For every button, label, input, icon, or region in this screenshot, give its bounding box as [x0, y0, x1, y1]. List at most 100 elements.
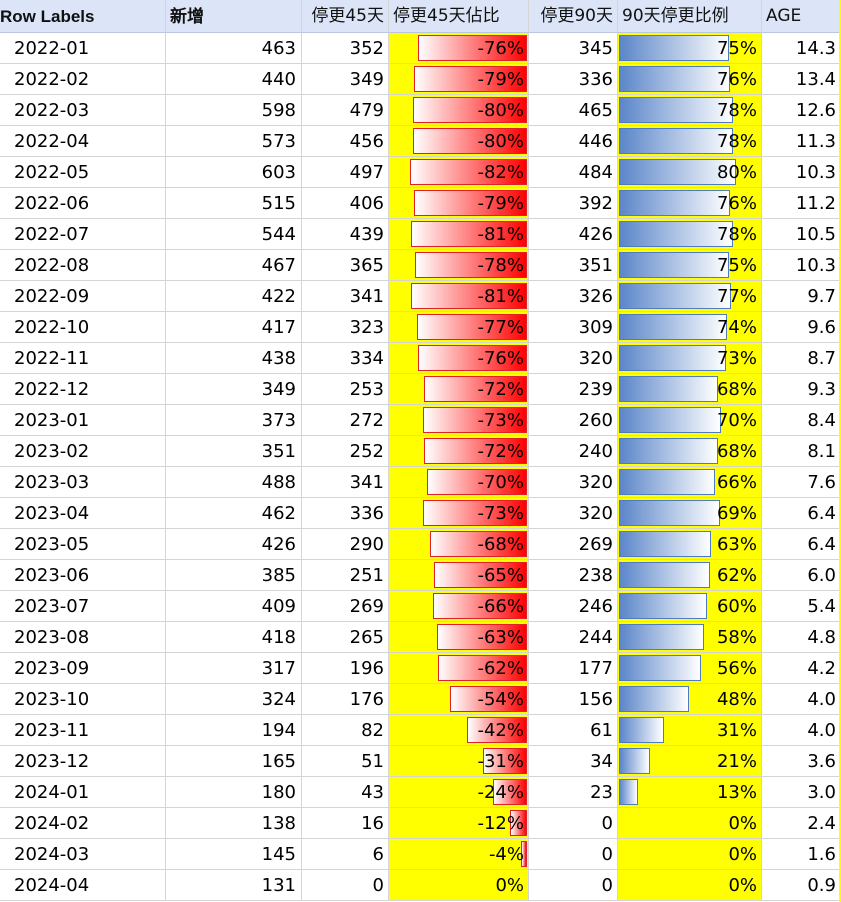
stop45-cell[interactable]: 290: [302, 529, 389, 560]
stop45-cell[interactable]: 269: [302, 591, 389, 622]
age-cell[interactable]: 0.9: [762, 870, 841, 901]
new-cell[interactable]: 145: [166, 839, 302, 870]
new-cell[interactable]: 488: [166, 467, 302, 498]
row-label-cell[interactable]: 2023-10: [0, 684, 166, 715]
age-cell[interactable]: 10.3: [762, 157, 841, 188]
row-label-cell[interactable]: 2024-03: [0, 839, 166, 870]
ratio45-cell[interactable]: 0%: [389, 870, 529, 901]
row-label-cell[interactable]: 2022-02: [0, 64, 166, 95]
ratio90-cell[interactable]: 0%: [618, 870, 762, 901]
ratio45-cell[interactable]: -76%: [389, 33, 529, 64]
stop45-cell[interactable]: 51: [302, 746, 389, 777]
age-cell[interactable]: 8.7: [762, 343, 841, 374]
stop45-cell[interactable]: 272: [302, 405, 389, 436]
age-cell[interactable]: 9.3: [762, 374, 841, 405]
header-row-labels[interactable]: Row Labels: [0, 0, 166, 33]
row-label-cell[interactable]: 2024-01: [0, 777, 166, 808]
stop45-cell[interactable]: 251: [302, 560, 389, 591]
ratio90-cell[interactable]: 73%: [618, 343, 762, 374]
stop90-cell[interactable]: 238: [529, 560, 618, 591]
ratio45-cell[interactable]: -81%: [389, 281, 529, 312]
ratio90-cell[interactable]: 62%: [618, 560, 762, 591]
new-cell[interactable]: 426: [166, 529, 302, 560]
row-label-cell[interactable]: 2022-01: [0, 33, 166, 64]
stop90-cell[interactable]: 320: [529, 343, 618, 374]
stop90-cell[interactable]: 240: [529, 436, 618, 467]
stop45-cell[interactable]: 439: [302, 219, 389, 250]
row-label-cell[interactable]: 2023-03: [0, 467, 166, 498]
header-ratio90[interactable]: 90天停更比例: [618, 0, 762, 33]
new-cell[interactable]: 409: [166, 591, 302, 622]
new-cell[interactable]: 573: [166, 126, 302, 157]
ratio45-cell[interactable]: -73%: [389, 405, 529, 436]
ratio90-cell[interactable]: 68%: [618, 374, 762, 405]
new-cell[interactable]: 467: [166, 250, 302, 281]
ratio45-cell[interactable]: -12%: [389, 808, 529, 839]
header-new[interactable]: 新增: [166, 0, 302, 33]
ratio45-cell[interactable]: -78%: [389, 250, 529, 281]
row-label-cell[interactable]: 2022-09: [0, 281, 166, 312]
row-label-cell[interactable]: 2024-02: [0, 808, 166, 839]
stop90-cell[interactable]: 0: [529, 808, 618, 839]
ratio45-cell[interactable]: -65%: [389, 560, 529, 591]
stop90-cell[interactable]: 0: [529, 870, 618, 901]
stop90-cell[interactable]: 246: [529, 591, 618, 622]
new-cell[interactable]: 324: [166, 684, 302, 715]
age-cell[interactable]: 4.2: [762, 653, 841, 684]
stop45-cell[interactable]: 349: [302, 64, 389, 95]
new-cell[interactable]: 385: [166, 560, 302, 591]
age-cell[interactable]: 13.4: [762, 64, 841, 95]
age-cell[interactable]: 3.6: [762, 746, 841, 777]
stop90-cell[interactable]: 320: [529, 498, 618, 529]
stop45-cell[interactable]: 82: [302, 715, 389, 746]
age-cell[interactable]: 10.5: [762, 219, 841, 250]
new-cell[interactable]: 131: [166, 870, 302, 901]
stop45-cell[interactable]: 334: [302, 343, 389, 374]
ratio90-cell[interactable]: 21%: [618, 746, 762, 777]
age-cell[interactable]: 9.7: [762, 281, 841, 312]
stop90-cell[interactable]: 345: [529, 33, 618, 64]
ratio90-cell[interactable]: 56%: [618, 653, 762, 684]
header-stop45[interactable]: 停更45天: [302, 0, 389, 33]
ratio45-cell[interactable]: -79%: [389, 188, 529, 219]
age-cell[interactable]: 5.4: [762, 591, 841, 622]
stop45-cell[interactable]: 497: [302, 157, 389, 188]
row-label-cell[interactable]: 2023-08: [0, 622, 166, 653]
stop90-cell[interactable]: 392: [529, 188, 618, 219]
stop90-cell[interactable]: 465: [529, 95, 618, 126]
age-cell[interactable]: 14.3: [762, 33, 841, 64]
new-cell[interactable]: 438: [166, 343, 302, 374]
row-label-cell[interactable]: 2022-10: [0, 312, 166, 343]
stop45-cell[interactable]: 341: [302, 281, 389, 312]
ratio45-cell[interactable]: -54%: [389, 684, 529, 715]
row-label-cell[interactable]: 2022-05: [0, 157, 166, 188]
stop90-cell[interactable]: 326: [529, 281, 618, 312]
stop90-cell[interactable]: 309: [529, 312, 618, 343]
row-label-cell[interactable]: 2022-11: [0, 343, 166, 374]
stop45-cell[interactable]: 6: [302, 839, 389, 870]
ratio45-cell[interactable]: -81%: [389, 219, 529, 250]
age-cell[interactable]: 6.4: [762, 529, 841, 560]
ratio45-cell[interactable]: -68%: [389, 529, 529, 560]
ratio45-cell[interactable]: -62%: [389, 653, 529, 684]
stop45-cell[interactable]: 456: [302, 126, 389, 157]
stop45-cell[interactable]: 252: [302, 436, 389, 467]
ratio90-cell[interactable]: 68%: [618, 436, 762, 467]
age-cell[interactable]: 11.3: [762, 126, 841, 157]
row-label-cell[interactable]: 2023-11: [0, 715, 166, 746]
ratio45-cell[interactable]: -77%: [389, 312, 529, 343]
stop45-cell[interactable]: 336: [302, 498, 389, 529]
ratio45-cell[interactable]: -24%: [389, 777, 529, 808]
age-cell[interactable]: 6.4: [762, 498, 841, 529]
new-cell[interactable]: 165: [166, 746, 302, 777]
ratio90-cell[interactable]: 31%: [618, 715, 762, 746]
ratio90-cell[interactable]: 70%: [618, 405, 762, 436]
ratio90-cell[interactable]: 66%: [618, 467, 762, 498]
ratio90-cell[interactable]: 80%: [618, 157, 762, 188]
new-cell[interactable]: 515: [166, 188, 302, 219]
age-cell[interactable]: 2.4: [762, 808, 841, 839]
stop45-cell[interactable]: 323: [302, 312, 389, 343]
age-cell[interactable]: 12.6: [762, 95, 841, 126]
stop90-cell[interactable]: 320: [529, 467, 618, 498]
ratio45-cell[interactable]: -80%: [389, 126, 529, 157]
